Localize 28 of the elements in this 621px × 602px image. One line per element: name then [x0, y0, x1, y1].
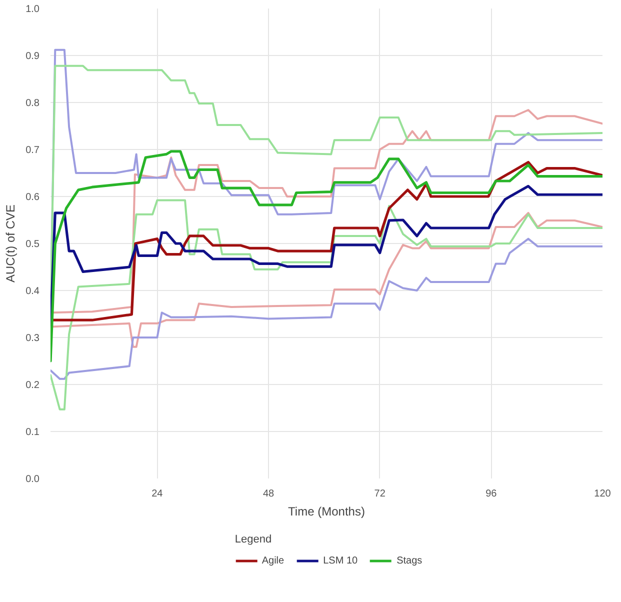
y-tick-label: 0.1: [26, 427, 40, 438]
x-tick-label: 72: [374, 488, 386, 500]
y-tick-label: 0.3: [26, 333, 40, 344]
y-tick-label: 0.9: [26, 51, 40, 62]
y-tick-label: 0.5: [26, 239, 40, 250]
x-axis-title: Time (Months): [288, 504, 365, 518]
y-tick-label: 0.2: [26, 380, 40, 391]
x-tick-label: 48: [262, 488, 275, 500]
y-tick-label: 0.4: [26, 286, 40, 297]
legend-label: Agile: [262, 555, 284, 566]
line-series: [50, 160, 602, 322]
y-tick-label: 0.7: [26, 145, 40, 156]
y-tick-label: 0.6: [26, 192, 40, 203]
x-tick-label: 120: [594, 488, 612, 500]
y-tick-label: 1.0: [26, 4, 40, 15]
line-series: [50, 150, 602, 362]
line-series: [50, 109, 602, 314]
y-tick-label: 0.0: [26, 474, 40, 485]
line-series: [50, 238, 602, 380]
line-series: [50, 199, 602, 410]
legend-label: LSM 10: [323, 555, 358, 566]
y-axis-title: AUC(t) of CVE: [4, 204, 18, 283]
legend-label: Stags: [396, 555, 422, 566]
x-tick-label: 96: [486, 488, 498, 500]
y-tick-label: 0.8: [26, 98, 40, 109]
x-tick-label: 24: [152, 488, 164, 500]
legend-title: Legend: [234, 534, 273, 546]
line-series: [50, 212, 602, 348]
